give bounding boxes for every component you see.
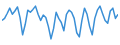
plot-area [2,6,118,39]
line [2,6,118,39]
chart [0,0,120,45]
